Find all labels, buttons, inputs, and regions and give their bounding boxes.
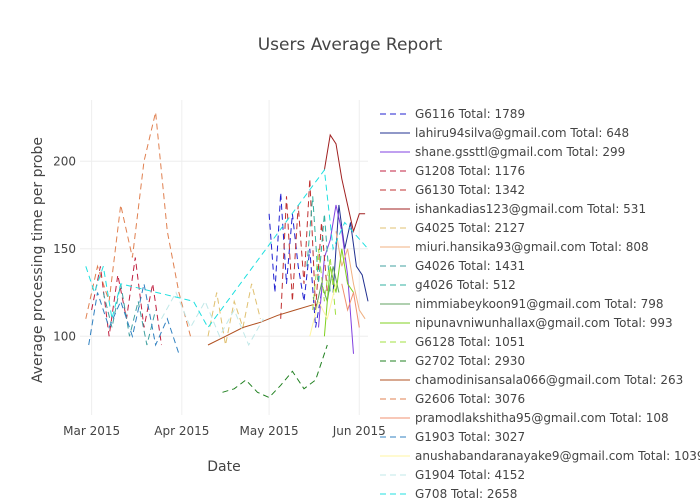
legend-item[interactable]: G4025 Total: 2127 — [380, 221, 525, 235]
series-line — [280, 178, 328, 319]
legend-item[interactable]: G1903 Total: 3027 — [380, 430, 525, 444]
series-line — [323, 133, 366, 234]
legend-item[interactable]: G2606 Total: 3076 — [380, 392, 525, 406]
legend-label: G1903 Total: 3027 — [415, 430, 525, 444]
legend-item[interactable]: shane.gssttl@gmail.com Total: 299 — [380, 145, 625, 159]
series-line — [85, 168, 369, 329]
legend-item[interactable]: lahiru94silva@gmail.com Total: 648 — [380, 126, 629, 140]
legend-label: nimmiabeykoon91@gmail.com Total: 798 — [415, 297, 664, 311]
y-tick-label: 150 — [53, 242, 76, 256]
legend-item[interactable]: G1904 Total: 4152 — [380, 468, 525, 482]
legend-label: miuri.hansika93@gmail.com Total: 808 — [415, 240, 649, 254]
legend-label: G6128 Total: 1051 — [415, 335, 525, 349]
series-line — [85, 112, 191, 337]
legend-label: ishankadias123@gmail.com Total: 531 — [415, 202, 646, 216]
legend-item[interactable]: miuri.hansika93@gmail.com Total: 808 — [380, 240, 649, 254]
legend-item[interactable]: G2702 Total: 2930 — [380, 354, 525, 368]
legend-item[interactable]: anushabandaranayake9@gmail.com Total: 10… — [380, 449, 700, 463]
series-line — [312, 248, 337, 319]
chart-title: Users Average Report — [258, 35, 443, 55]
legend-label: anushabandaranayake9@gmail.com Total: 10… — [415, 449, 700, 463]
legend-label: lahiru94silva@gmail.com Total: 648 — [415, 126, 629, 140]
legend-item[interactable]: pramodlakshitha95@gmail.com Total: 108 — [380, 411, 669, 425]
x-axis-ticks: Mar 2015 Apr 2015 May 2015 Jun 2015 — [63, 424, 386, 438]
series-line — [161, 291, 264, 347]
x-tick-label: Jun 2015 — [332, 424, 386, 438]
legend-label: G6116 Total: 1789 — [415, 107, 525, 121]
series-line — [207, 283, 261, 346]
y-axis-label: Average processing time per probe — [30, 137, 46, 383]
legend-label: pramodlakshitha95@gmail.com Total: 108 — [415, 411, 669, 425]
legend-label: G2702 Total: 2930 — [415, 354, 525, 368]
series-line — [332, 204, 369, 302]
legend-item[interactable]: ishankadias123@gmail.com Total: 531 — [380, 202, 646, 216]
legend-item[interactable]: G6130 Total: 1342 — [380, 183, 525, 197]
legend-item[interactable]: G6128 Total: 1051 — [380, 335, 525, 349]
legend-item[interactable]: g4026 Total: 512 — [380, 278, 516, 292]
legend-item[interactable]: chamodinisansala066@gmail.com Total: 263 — [380, 373, 683, 387]
y-axis-ticks: 100 150 200 — [53, 154, 76, 343]
legend-item[interactable]: nimmiabeykoon91@gmail.com Total: 798 — [380, 297, 664, 311]
legend-item[interactable]: nipunavniwunhallax@gmail.com Total: 993 — [380, 316, 673, 330]
legend-label: G4025 Total: 2127 — [415, 221, 525, 235]
series-line — [207, 304, 313, 346]
y-tick-label: 100 — [53, 329, 76, 343]
series-line — [91, 257, 162, 346]
series-layer — [85, 112, 369, 399]
legend-item[interactable]: G1208 Total: 1176 — [380, 164, 525, 178]
legend-label: chamodinisansala066@gmail.com Total: 263 — [415, 373, 683, 387]
x-tick-label: May 2015 — [240, 424, 299, 438]
legend-label: G1904 Total: 4152 — [415, 468, 525, 482]
legend-label: nipunavniwunhallax@gmail.com Total: 993 — [415, 316, 673, 330]
legend-label: G6130 Total: 1342 — [415, 183, 525, 197]
series-line — [309, 283, 337, 337]
series-line — [323, 248, 354, 337]
x-tick-label: Apr 2015 — [154, 424, 209, 438]
legend-label: G708 Total: 2658 — [415, 487, 517, 500]
series-line — [341, 283, 360, 328]
legend-item[interactable]: G708 Total: 2658 — [380, 487, 517, 500]
series-line — [306, 196, 331, 293]
legend-label: g4026 Total: 512 — [415, 278, 516, 292]
legend-label: G4026 Total: 1431 — [415, 259, 525, 273]
legend-label: shane.gssttl@gmail.com Total: 299 — [415, 145, 625, 159]
y-tick-label: 200 — [53, 154, 76, 168]
legend-item[interactable]: G6116 Total: 1789 — [380, 107, 525, 121]
series-line — [335, 231, 366, 320]
x-tick-label: Mar 2015 — [63, 424, 120, 438]
series-line — [268, 192, 322, 328]
legend: G6116 Total: 1789 lahiru94silva@gmail.com… — [380, 107, 700, 500]
series-line — [222, 344, 328, 399]
series-line — [102, 283, 157, 346]
series-line — [88, 283, 180, 354]
legend-label: G1208 Total: 1176 — [415, 164, 525, 178]
x-axis-label: Date — [207, 459, 240, 475]
gridlines — [80, 100, 368, 415]
legend-label: G2606 Total: 3076 — [415, 392, 525, 406]
legend-item[interactable]: G4026 Total: 1431 — [380, 259, 525, 273]
